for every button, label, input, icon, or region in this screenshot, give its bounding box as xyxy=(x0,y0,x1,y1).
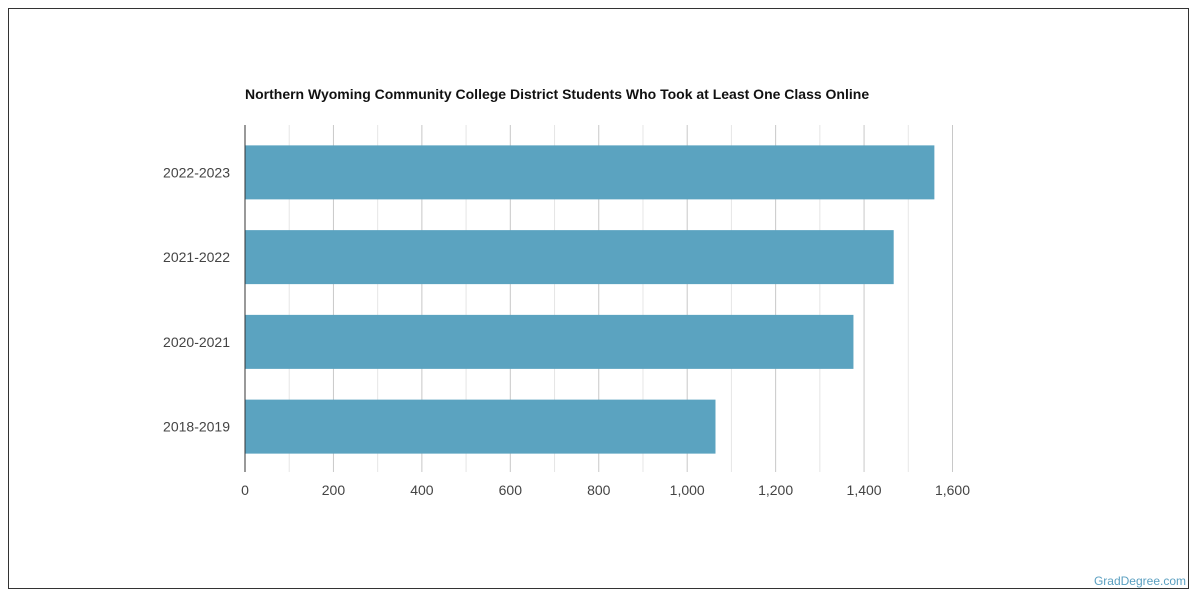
bar-2022-2023 xyxy=(245,145,935,200)
x-tick-label: 1,600 xyxy=(935,482,970,498)
x-tick-label: 0 xyxy=(241,482,249,498)
x-tick-label: 1,200 xyxy=(758,482,793,498)
x-tick-label: 600 xyxy=(499,482,523,498)
credit-link[interactable]: GradDegree.com xyxy=(1093,574,1186,588)
bar-2020-2021 xyxy=(245,314,854,369)
y-tick-label: 2021-2022 xyxy=(163,249,230,265)
x-tick-label: 200 xyxy=(322,482,346,498)
x-tick-label: 400 xyxy=(410,482,434,498)
y-tick-label: 2022-2023 xyxy=(163,164,230,180)
x-tick-label: 800 xyxy=(587,482,611,498)
y-tick-label: 2018-2019 xyxy=(163,419,230,435)
y-tick-label: 2020-2021 xyxy=(163,334,230,350)
x-tick-label: 1,400 xyxy=(847,482,882,498)
bar-2021-2022 xyxy=(245,230,894,285)
chart-title: Northern Wyoming Community College Distr… xyxy=(245,86,870,102)
x-tick-label: 1,000 xyxy=(670,482,705,498)
bar-2018-2019 xyxy=(245,399,716,454)
